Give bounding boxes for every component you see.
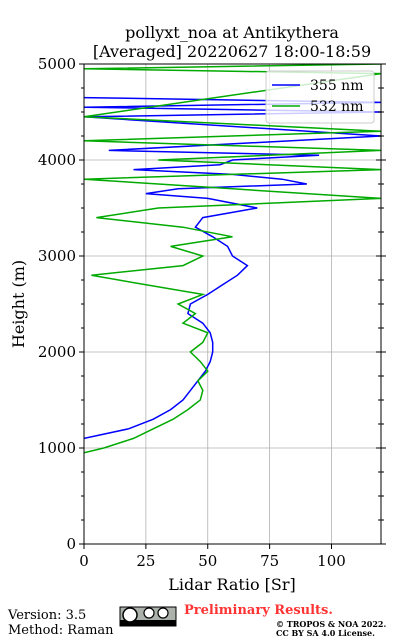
x-tick-label: 25 <box>136 552 155 570</box>
x-tick-label: 75 <box>260 552 279 570</box>
x-tick-label: 100 <box>317 552 346 570</box>
legend-label: 355 nm <box>310 78 363 94</box>
legend-box <box>265 70 375 124</box>
y-tick-label: 5000 <box>38 55 76 73</box>
y-tick-label: 0 <box>66 535 76 553</box>
y-tick-label: 1000 <box>38 439 76 457</box>
version: Version: 3.5 <box>7 608 86 623</box>
x-axis-label: Lidar Ratio [Sr] <box>168 575 296 594</box>
x-tick-label: 0 <box>79 552 89 570</box>
preliminary-notice: Preliminary Results. <box>184 603 333 618</box>
x-tick-label: 50 <box>198 552 217 570</box>
legend: 355 nm 532 nm <box>265 70 375 124</box>
cc-badge <box>119 606 177 627</box>
legend-label: 532 nm <box>310 99 363 115</box>
y-tick-label: 2000 <box>38 343 76 361</box>
copyright: © TROPOS & NOA 2022. <box>276 619 386 629</box>
y-tick-label: 3000 <box>38 247 76 265</box>
method: Method: Raman <box>8 623 114 638</box>
y-tick-label: 4000 <box>38 151 76 169</box>
license: CC BY SA 4.0 License. <box>276 628 375 638</box>
profile-line <box>84 64 381 454</box>
chart-subtitle: [Averaged] 20220627 18:00-18:59 <box>93 42 371 61</box>
chart-title: pollyxt_noa at Antikythera <box>125 23 339 42</box>
y-axis-label: Height (m) <box>9 260 28 348</box>
plot-lines <box>84 64 381 454</box>
